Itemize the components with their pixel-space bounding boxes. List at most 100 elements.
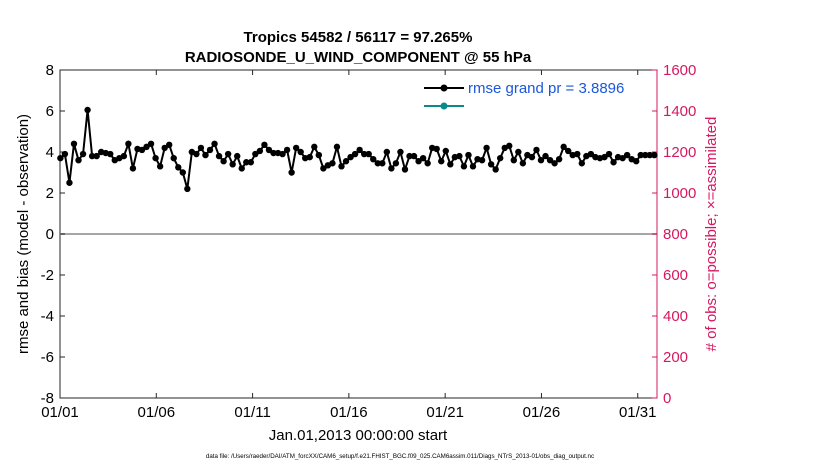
rmse-point [215,152,223,160]
rmse-point [179,169,187,176]
y-left-tick-label: 0 [46,226,54,243]
rmse-point [70,140,78,147]
legend-bias-marker [440,102,448,110]
rmse-point [560,143,567,151]
rmse-point [623,151,631,159]
rmse-point [374,160,381,167]
rmse-point [551,160,558,167]
y-right-tick-label: 1600 [663,62,696,79]
rmse-point [143,143,150,151]
x-tick-label: 01/16 [330,404,368,421]
rmse-point [565,147,572,155]
rmse-point [487,161,495,168]
rmse-point [347,153,354,161]
rmse-point [234,152,241,160]
rmse-point [333,143,341,151]
rmse-point [610,159,617,166]
rmse-point [469,163,477,170]
rmse-point [156,163,164,170]
rmse-point [515,148,522,156]
rmse-point [270,149,277,157]
rmse-point [279,150,286,158]
rmse-point [84,106,91,114]
rmse-point [388,165,395,172]
rmse-point [360,150,368,158]
rmse-point [197,144,205,152]
y-right-tick-label: 1400 [663,103,696,120]
x-tick-label: 01/31 [619,404,657,421]
y-right-tick-label: 1000 [663,185,696,202]
rmse-point [365,150,372,158]
rmse-point [406,152,413,160]
rmse-point [184,185,191,193]
rmse-point [379,160,386,167]
x-tick-label: 01/06 [138,404,176,421]
rmse-point [193,150,200,158]
y-axis-right-label: # of obs: o=possible; ×=assimilated [703,117,720,352]
y-right-tick-label: 400 [663,308,688,325]
rmse-point [125,140,132,147]
rmse-point [152,154,159,162]
y-axis-left-label: rmse and bias (model - observation) [15,114,32,354]
y-left-tick-label: 2 [46,185,54,202]
x-tick-label: 01/21 [426,404,464,421]
x-tick-label: 01/11 [234,404,270,421]
rmse-point [261,141,268,149]
rmse-point [170,154,177,162]
rmse-point [338,163,345,170]
rmse-point [356,146,363,154]
rmse-point [129,165,137,172]
rmse-point [88,152,96,160]
rmse-point [370,155,377,163]
rmse-point [66,179,73,186]
rmse-point [161,144,168,152]
rmse-point [165,141,173,149]
rmse-point [555,155,563,163]
y-right-tick-label: 200 [663,349,688,366]
rmse-point [438,158,445,165]
legend-rmse-marker [440,84,448,92]
rmse-point [587,150,595,158]
rmse-point [61,150,69,158]
rmse-point [533,146,540,154]
rmse-point [519,160,527,167]
rmse-point [397,148,404,156]
chart-title-line1: Tropics 54582 / 56117 = 97.265% [244,29,473,46]
y-right-tick-label: 800 [663,226,688,243]
rmse-point [496,154,504,162]
rmse-point [619,154,626,162]
rmse-point [229,161,236,168]
x-tick-label: 01/26 [523,404,561,421]
rmse-point [220,158,227,165]
y-right-tick-label: 1200 [663,144,696,161]
rmse-point [175,164,182,171]
rmse-point [447,161,454,168]
rmse-point [419,154,427,162]
rmse-point [637,151,644,159]
rmse-point [238,165,245,172]
rmse-point [297,148,304,156]
rmse-point [465,151,472,159]
rmse-point [292,144,300,152]
rmse-point [537,157,545,164]
y-left-tick-label: 6 [46,103,54,120]
rmse-point [574,150,581,158]
rmse-point [605,150,613,158]
rmse-point [510,157,517,164]
legend-box [418,76,652,118]
y-left-tick-label: -4 [41,308,54,325]
rmse-point [79,150,87,158]
rmse-point [506,142,513,150]
rmse-point [120,152,128,160]
rmse-point [401,166,409,173]
rmse-point [202,151,209,159]
rmse-point [75,157,82,164]
rmse-point [315,151,323,159]
legend: rmse grand pr = 3.8896 [418,76,652,118]
x-tick-label: 01/01 [41,404,79,421]
rmse-point [342,158,350,165]
y-right-tick-label: 600 [663,267,688,284]
rmse-point [410,152,418,160]
rmse-point [546,157,554,164]
